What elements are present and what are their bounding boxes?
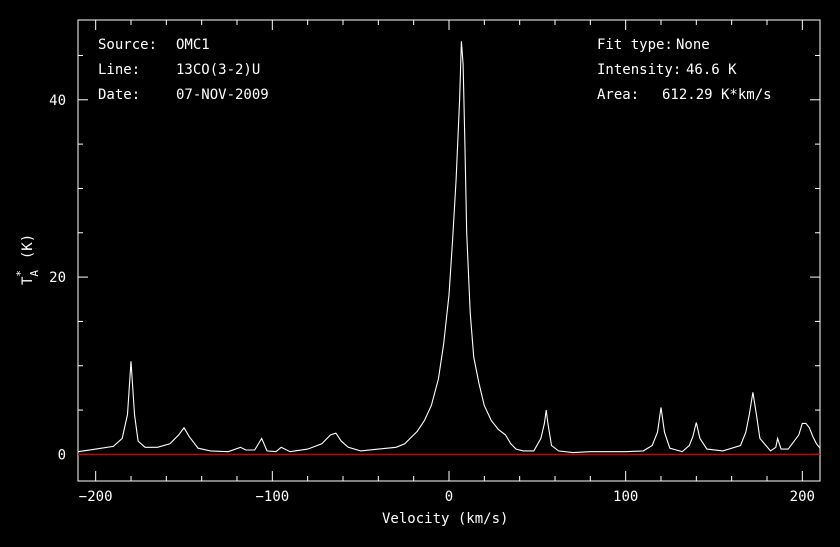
date-value: 07-NOV-2009: [176, 87, 269, 103]
x-tick-label: −100: [255, 489, 289, 505]
intensity-value: 46.6 K: [686, 62, 737, 78]
date-label: Date:: [98, 87, 141, 103]
line-label: Line:: [98, 62, 141, 78]
source-value: OMC1: [176, 37, 210, 53]
y-tick-label: 0: [58, 447, 66, 463]
y-axis-label-unit: (K): [20, 233, 36, 260]
area-value: 612.29 K*km/s: [662, 87, 772, 103]
x-tick-label: 200: [790, 489, 815, 505]
axis-ticks: [78, 20, 820, 481]
y-axis-label-main: T: [20, 276, 36, 285]
y-axis-label-sub: A: [28, 269, 41, 277]
y-axis-label: T * A (K): [14, 233, 41, 285]
fit-type-label: Fit type:: [597, 37, 673, 53]
spectrum-line: [77, 41, 821, 454]
y-tick-label: 40: [49, 93, 66, 109]
x-tick-label: 0: [445, 489, 453, 505]
source-label: Source:: [98, 37, 158, 53]
x-tick-label: 100: [613, 489, 638, 505]
y-tick-label: 20: [49, 270, 66, 286]
area-label: Area:: [597, 87, 640, 103]
x-axis-label: Velocity (km/s): [382, 511, 509, 527]
line-value: 13CO(3-2)U: [176, 62, 261, 78]
fit-type-value: None: [676, 37, 710, 53]
intensity-label: Intensity:: [597, 62, 682, 78]
x-tick-label: −200: [79, 489, 113, 505]
